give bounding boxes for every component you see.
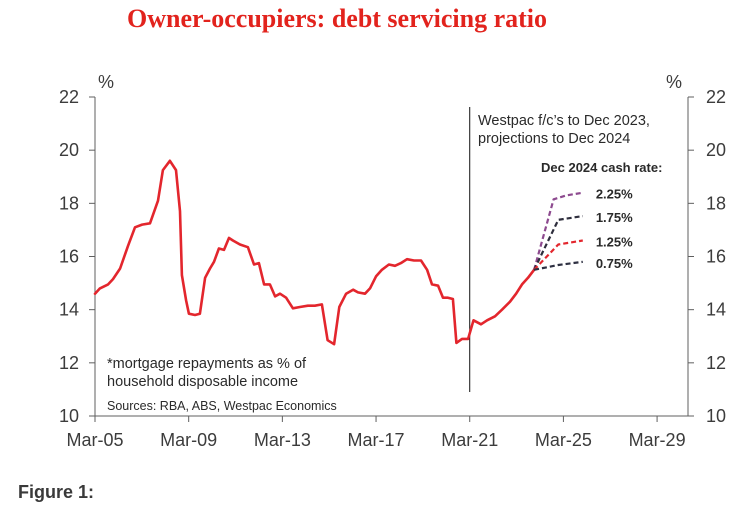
projection-label: 1.75% xyxy=(596,210,633,225)
legend-title: Dec 2024 cash rate: xyxy=(541,160,662,175)
forecast-note-line-1: Westpac f/c’s to Dec 2023, xyxy=(478,113,650,129)
y-tick-label-right: 10 xyxy=(706,406,726,426)
y-tick-label-right: 14 xyxy=(706,300,726,320)
debt-servicing-ratio-line xyxy=(93,159,536,346)
y-tick-label-left: 18 xyxy=(59,193,79,213)
x-ticks: Mar-05 Mar-09 Mar-13 Mar-17 Mar-21 Mar-25 Mar-… xyxy=(66,416,686,450)
projection-line-3 xyxy=(533,239,583,271)
projection-line-2 xyxy=(533,215,583,271)
projection-label: 0.75% xyxy=(596,256,633,271)
y-tick-label-right: 16 xyxy=(706,247,726,267)
x-tick-label: Mar-09 xyxy=(160,430,217,450)
x-tick-label: Mar-25 xyxy=(535,430,592,450)
y-tick-label-left: 22 xyxy=(59,87,79,107)
projection-label: 2.25% xyxy=(596,187,633,202)
footnote-line-1: *mortgage repayments as % of xyxy=(107,356,307,372)
projection-label: 1.25% xyxy=(596,235,633,250)
y-tick-label-left: 12 xyxy=(59,353,79,373)
x-tick-label: Mar-13 xyxy=(254,430,311,450)
y-tick-label-left: 14 xyxy=(59,300,79,320)
series-lines xyxy=(93,159,583,346)
y-tick-label-left: 20 xyxy=(59,140,79,160)
y-tick-label-right: 20 xyxy=(706,140,726,160)
projection-line-1 xyxy=(533,191,583,271)
y-tick-label-right: 12 xyxy=(706,353,726,373)
x-tick-label: Mar-29 xyxy=(629,430,686,450)
y-axis-unit-right: % xyxy=(666,72,682,92)
figure-label: Figure 1: xyxy=(18,482,94,502)
x-tick-label: Mar-21 xyxy=(441,430,498,450)
y-ticks: 22 22 20 20 18 18 16 16 14 14 12 12 10 10 xyxy=(59,87,726,426)
footnote-line-2: household disposable income xyxy=(107,374,298,390)
projection-labels: 2.25% 1.75% 1.25% 0.75% xyxy=(596,187,633,271)
x-tick-label: Mar-05 xyxy=(66,430,123,450)
forecast-note-line-2: projections to Dec 2024 xyxy=(478,131,630,147)
y-tick-label-right: 22 xyxy=(706,87,726,107)
y-axis-unit-left: % xyxy=(98,72,114,92)
y-tick-label-left: 16 xyxy=(59,247,79,267)
projection-line-4 xyxy=(533,260,583,271)
sources-note: Sources: RBA, ABS, Westpac Economics xyxy=(107,399,337,413)
chart-title: Owner-occupiers: debt servicing ratio xyxy=(127,4,547,33)
x-tick-label: Mar-17 xyxy=(348,430,405,450)
y-tick-label-right: 18 xyxy=(706,193,726,213)
y-tick-label-left: 10 xyxy=(59,406,79,426)
